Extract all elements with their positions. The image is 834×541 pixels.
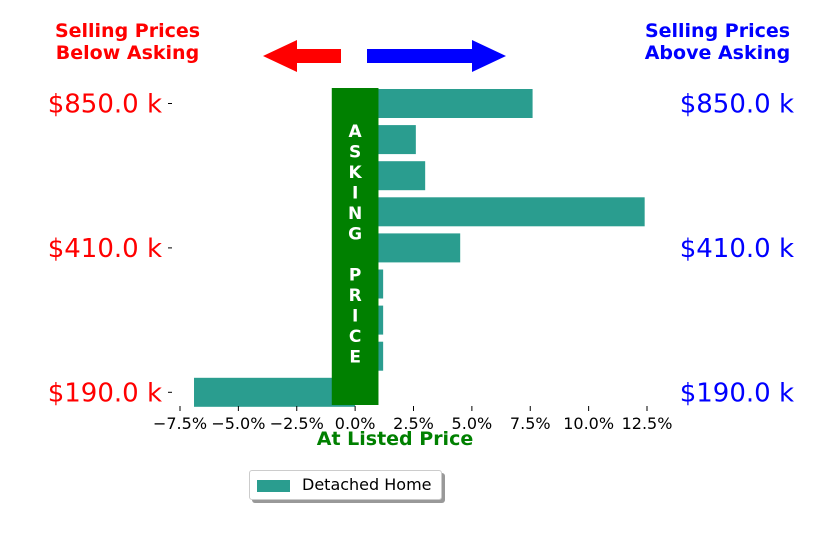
bar-series <box>194 89 645 407</box>
asking-price-band <box>331 88 379 405</box>
y-tick-label-left: $410.0 k <box>48 234 162 264</box>
x-tick-label: −5.0% <box>211 414 265 433</box>
y-tick-label-right: $850.0 k <box>680 90 794 120</box>
x-tick-label: 0.0% <box>335 414 376 433</box>
asking-price-letter: G <box>348 225 362 245</box>
legend: Detached Home <box>249 470 442 500</box>
right-arrow-icon <box>367 40 506 72</box>
x-axis-label: At Listed Price <box>317 428 473 450</box>
x-tick-label: 2.5% <box>393 414 434 433</box>
asking-price-letter: S <box>349 143 361 163</box>
asking-price-letter: E <box>349 348 361 368</box>
below-asking-line1: Selling Prices <box>54 20 201 42</box>
asking-price-letter: I <box>352 184 358 204</box>
x-tick-label: −2.5% <box>270 414 324 433</box>
asking-price-letter: I <box>352 307 358 327</box>
above-asking-line2: Above Asking <box>644 42 791 64</box>
asking-price-letter: N <box>348 204 362 224</box>
x-axis: −7.5% −5.0% −2.5% 0.0% 2.5% 5.0% 7.5% 10.0% 12.5… <box>153 406 672 433</box>
legend-swatch <box>257 480 290 492</box>
bar <box>194 377 356 407</box>
bar <box>355 197 645 227</box>
y-tick-label-left: $850.0 k <box>48 90 162 120</box>
y-tick-label-right: $410.0 k <box>680 234 794 264</box>
left-arrow-icon <box>263 40 341 72</box>
above-asking-header: Selling Prices Above Asking <box>620 20 815 64</box>
asking-price-letter: R <box>349 286 362 306</box>
bar <box>355 89 533 118</box>
x-tick-label: 10.0% <box>563 414 614 433</box>
x-tick-label: 12.5% <box>622 414 673 433</box>
x-tick-label: −7.5% <box>153 414 207 433</box>
asking-price-letter: K <box>349 163 363 183</box>
y-tick-label-left: $190.0 k <box>48 378 162 408</box>
x-tick-label: 5.0% <box>452 414 493 433</box>
above-asking-line1: Selling Prices <box>644 20 791 42</box>
y-axis-left: $850.0 k $410.0 k $190.0 k <box>48 90 172 408</box>
y-axis-right: $850.0 k $410.0 k $190.0 k <box>680 90 794 409</box>
below-asking-header: Selling Prices Below Asking <box>30 20 225 64</box>
asking-price-letter: C <box>349 327 361 347</box>
legend-label: Detached Home <box>302 475 432 494</box>
below-asking-line2: Below Asking <box>55 42 200 64</box>
y-tick-label-right: $190.0 k <box>680 378 794 408</box>
asking-price-letter: P <box>349 266 361 286</box>
x-tick-label: 7.5% <box>510 414 551 433</box>
asking-price-letter: A <box>349 122 363 142</box>
